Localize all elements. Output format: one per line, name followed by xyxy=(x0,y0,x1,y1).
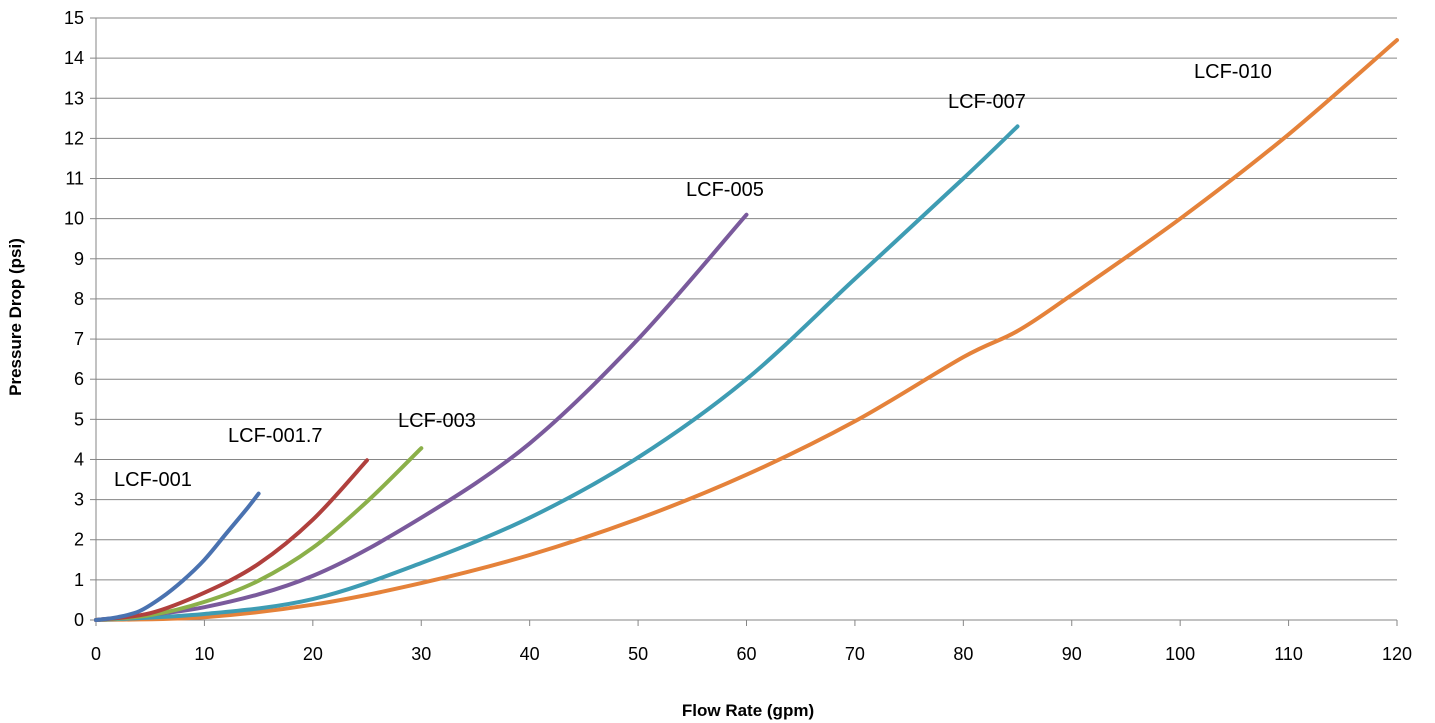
series-line-lcf-001-7 xyxy=(94,458,369,622)
series-line-lcf-007 xyxy=(94,124,1020,622)
y-tick-label: 0 xyxy=(74,610,84,630)
y-tick-label: 6 xyxy=(74,369,84,389)
x-axis-title: Flow Rate (gpm) xyxy=(682,701,814,720)
x-tick-label: 30 xyxy=(411,644,431,664)
y-tick-label: 8 xyxy=(74,289,84,309)
y-tick-label: 11 xyxy=(65,169,84,189)
series-label-lcf-003: LCF-003 xyxy=(398,410,476,432)
x-tick-label: 70 xyxy=(845,644,865,664)
x-tick-label: 110 xyxy=(1274,644,1303,664)
y-tick-label: 4 xyxy=(74,449,84,469)
series-label-lcf-001: LCF-001 xyxy=(114,469,192,491)
x-tick-label: 20 xyxy=(303,644,323,664)
x-tick-label: 90 xyxy=(1062,644,1082,664)
y-tick-label: 3 xyxy=(74,490,84,510)
x-tick-label: 100 xyxy=(1165,644,1195,664)
series-label-lcf-001-7: LCF-001.7 xyxy=(228,425,323,447)
x-tick-label: 0 xyxy=(91,644,101,664)
series-line-lcf-001 xyxy=(94,491,261,622)
series-label-lcf-007: LCF-007 xyxy=(948,91,1026,113)
y-tick-label: 9 xyxy=(74,249,84,269)
series-label-lcf-005: LCF-005 xyxy=(686,179,764,201)
x-tick-label: 80 xyxy=(953,644,973,664)
y-tick-label: 12 xyxy=(64,128,84,148)
series-lines xyxy=(94,38,1399,622)
series-label-lcf-010: LCF-010 xyxy=(1194,61,1272,83)
x-tick-label: 40 xyxy=(520,644,540,664)
series-line-lcf-010 xyxy=(94,38,1399,622)
x-tick-label: 120 xyxy=(1382,644,1412,664)
series-line-lcf-005 xyxy=(94,212,749,622)
y-tick-label: 2 xyxy=(74,530,84,550)
y-tick-label: 13 xyxy=(64,88,84,108)
y-tick-label: 15 xyxy=(64,8,84,28)
x-tick-label: 10 xyxy=(194,644,214,664)
x-tick-label: 50 xyxy=(628,644,648,664)
y-tick-label: 5 xyxy=(74,409,84,429)
x-tick-label: 60 xyxy=(736,644,756,664)
y-tick-label: 1 xyxy=(74,570,84,590)
series-labels: LCF-001 LCF-001.7 LCF-003 LCF-005 LCF-007 LCF… xyxy=(114,61,1272,491)
gridlines xyxy=(96,17,1397,581)
y-tick-label: 7 xyxy=(74,329,84,349)
y-tick-label: 10 xyxy=(64,209,84,229)
y-tick-label: 14 xyxy=(64,48,84,68)
y-axis-title: Pressure Drop (psi) xyxy=(6,238,25,396)
